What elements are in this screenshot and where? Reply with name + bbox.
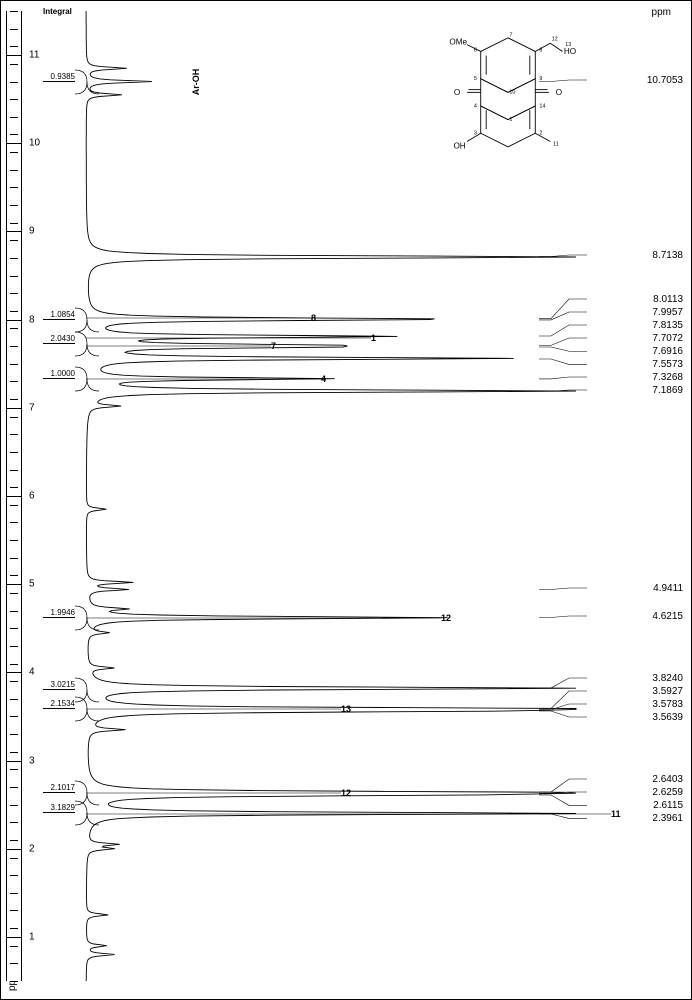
svg-text:13: 13 xyxy=(565,42,571,48)
peak-value: 10.7053 xyxy=(647,75,683,86)
peak-value: 3.5639 xyxy=(652,712,683,723)
figure-frame: Integral ppm ppm 1234567891011 0.93851.0… xyxy=(0,0,692,1000)
ruler-tick-label: 6 xyxy=(29,491,35,502)
svg-text:4: 4 xyxy=(474,103,477,109)
ruler-tick-label: 8 xyxy=(29,314,35,325)
peak-value: 7.7072 xyxy=(652,333,683,344)
svg-text:8: 8 xyxy=(539,47,542,53)
svg-text:11: 11 xyxy=(553,142,559,148)
peak-value: 2.3961 xyxy=(652,813,683,824)
peak-value: 7.9957 xyxy=(652,307,683,318)
svg-text:HO: HO xyxy=(564,47,576,56)
ruler-tick-label: 9 xyxy=(29,226,35,237)
peak-value: 3.8240 xyxy=(652,673,683,684)
ruler-tick-label: 5 xyxy=(29,579,35,590)
svg-text:O: O xyxy=(454,88,460,97)
molecule-structure: O O OMe HO OH 7 8 9 10 5 6 14 1 4 2 3 11… xyxy=(433,21,583,191)
peak-value: 7.8135 xyxy=(652,320,683,331)
peak-value: 8.0113 xyxy=(653,294,683,305)
ruler-tick-label: 7 xyxy=(29,402,35,413)
svg-text:3: 3 xyxy=(474,131,477,137)
peak-value: 7.5573 xyxy=(652,359,683,370)
ruler-tick-label: 2 xyxy=(29,843,35,854)
svg-text:OH: OH xyxy=(453,141,465,150)
svg-text:6: 6 xyxy=(474,47,477,53)
peak-value: 7.3268 xyxy=(652,372,683,383)
peak-value: 8.7138 xyxy=(652,250,683,261)
peak-value: 2.6403 xyxy=(652,774,683,785)
peak-value: 4.9411 xyxy=(653,583,683,594)
peak-value: 4.6215 xyxy=(652,611,683,622)
ruler-tick-label: 3 xyxy=(29,755,35,766)
peak-value: 3.5927 xyxy=(652,686,683,697)
ruler-tick-label: 11 xyxy=(29,50,39,61)
peak-assignment: Ar-OH xyxy=(191,68,201,95)
peak-value: 7.6916 xyxy=(652,346,683,357)
svg-text:9: 9 xyxy=(539,76,542,82)
peak-list: 10.7053 8.7138 8.0113 7.9957 7.8135 7.7072 7.6… xyxy=(583,11,683,981)
svg-text:1: 1 xyxy=(509,117,512,123)
ppm-ruler: 1234567891011 xyxy=(6,11,22,981)
peak-value: 3.5783 xyxy=(652,699,683,710)
ruler-tick-label: 4 xyxy=(29,667,35,678)
peak-value: 7.1869 xyxy=(652,385,683,396)
svg-text:12: 12 xyxy=(552,37,558,43)
svg-text:2: 2 xyxy=(539,131,542,137)
svg-text:O: O xyxy=(556,88,562,97)
svg-text:10: 10 xyxy=(509,90,515,96)
svg-text:7: 7 xyxy=(509,32,512,38)
svg-text:5: 5 xyxy=(474,76,477,82)
svg-text:OMe: OMe xyxy=(449,38,467,47)
peak-value: 2.6115 xyxy=(653,800,683,811)
ruler-tick-label: 1 xyxy=(29,931,35,942)
ruler-tick-label: 10 xyxy=(29,138,40,149)
peak-value: 2.6259 xyxy=(652,787,683,798)
svg-text:14: 14 xyxy=(539,103,545,109)
